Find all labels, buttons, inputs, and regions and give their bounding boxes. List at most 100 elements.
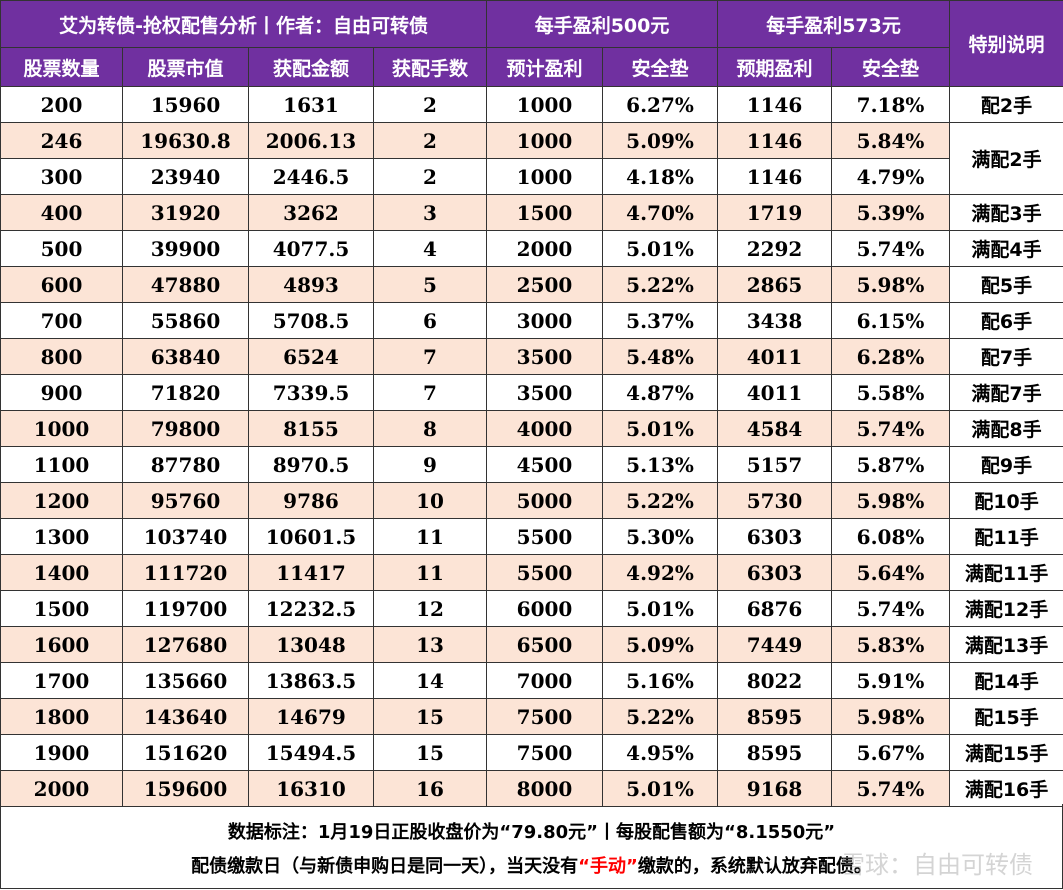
- allot-amount-cell: 14679: [248, 698, 374, 735]
- special-note-cell: 满配12手: [949, 590, 1063, 627]
- allot-amount-cell: 5708.5: [248, 302, 374, 339]
- market-value-cell: 143640: [122, 698, 249, 735]
- lots-cell: 11: [372, 554, 488, 591]
- lots-cell: 2: [372, 122, 488, 159]
- cushion-573-cell: 6.15%: [831, 302, 951, 339]
- group-header-500: 每手盈利500元: [486, 0, 719, 48]
- shares-cell: 800: [0, 338, 123, 375]
- allot-amount-cell: 2006.13: [248, 122, 374, 159]
- lots-cell: 2: [372, 86, 488, 123]
- market-value-cell: 39900: [122, 230, 249, 267]
- table-row: 600 47880 4893 5 2500 5.22% 2865 5.98% 配5手: [0, 266, 1063, 303]
- profit-500-cell: 6000: [486, 590, 604, 627]
- special-note-cell: 配15手: [949, 698, 1063, 735]
- profit-500-cell: 4500: [486, 446, 604, 483]
- profit-573-cell: 6303: [717, 518, 833, 555]
- market-value-cell: 159600: [122, 770, 249, 807]
- profit-573-cell: 1146: [717, 122, 833, 159]
- col-header-cushion-500: 安全垫: [602, 47, 719, 87]
- col-header-market-value: 股票市值: [122, 47, 249, 87]
- special-note-cell: 配10手: [949, 482, 1063, 519]
- shares-cell: 200: [0, 86, 123, 123]
- profit-573-cell: 4011: [717, 338, 833, 375]
- table-row: 300 23940 2446.5 2 1000 4.18% 1146 4.79%: [0, 158, 1063, 195]
- table-row: 200 15960 1631 2 1000 6.27% 1146 7.18% 配2手: [0, 86, 1063, 123]
- special-note-cell: 满配7手: [949, 374, 1063, 411]
- allot-amount-cell: 8970.5: [248, 446, 374, 483]
- allot-amount-cell: 1631: [248, 86, 374, 123]
- allot-amount-cell: 16310: [248, 770, 374, 807]
- cushion-573-cell: 5.39%: [831, 194, 951, 231]
- cushion-500-cell: 4.70%: [602, 194, 719, 231]
- profit-573-cell: 8595: [717, 698, 833, 735]
- cushion-573-cell: 5.64%: [831, 554, 951, 591]
- cushion-500-cell: 5.22%: [602, 698, 719, 735]
- cushion-573-cell: 5.74%: [831, 410, 951, 447]
- cushion-500-cell: 5.16%: [602, 662, 719, 699]
- shares-cell: 1800: [0, 698, 123, 735]
- cushion-573-cell: 5.83%: [831, 626, 951, 663]
- special-note-header: 特别说明: [949, 0, 1063, 87]
- profit-573-cell: 5730: [717, 482, 833, 519]
- cushion-500-cell: 5.22%: [602, 266, 719, 303]
- table-row: 1100 87780 8970.5 9 4500 5.13% 5157 5.87% 配9手: [0, 446, 1063, 483]
- footer-line-2-end: 缴款的，系统默认放弃配债。: [637, 856, 872, 877]
- lots-cell: 15: [372, 734, 488, 771]
- cushion-573-cell: 5.74%: [831, 590, 951, 627]
- cushion-500-cell: 4.92%: [602, 554, 719, 591]
- lots-cell: 13: [372, 626, 488, 663]
- cushion-500-cell: 5.13%: [602, 446, 719, 483]
- allot-amount-cell: 4893: [248, 266, 374, 303]
- cushion-573-cell: 6.28%: [831, 338, 951, 375]
- allot-amount-cell: 15494.5: [248, 734, 374, 771]
- shares-cell: 1200: [0, 482, 123, 519]
- profit-500-cell: 1500: [486, 194, 604, 231]
- lots-cell: 3: [372, 194, 488, 231]
- lots-cell: 11: [372, 518, 488, 555]
- cushion-573-cell: 5.98%: [831, 266, 951, 303]
- cushion-500-cell: 5.30%: [602, 518, 719, 555]
- profit-573-cell: 1146: [717, 86, 833, 123]
- profit-500-cell: 3500: [486, 338, 604, 375]
- col-header-profit-573: 预期盈利: [717, 47, 833, 87]
- cushion-500-cell: 5.01%: [602, 770, 719, 807]
- footer-notes: 数据标注：1月19日正股收盘价为“79.80元”丨每股配售额为“8.1550元”…: [0, 804, 1063, 889]
- shares-cell: 1600: [0, 626, 123, 663]
- special-note-cell: 配7手: [949, 338, 1063, 375]
- profit-573-cell: 7449: [717, 626, 833, 663]
- profit-573-cell: 4011: [717, 374, 833, 411]
- cushion-573-cell: 5.74%: [831, 770, 951, 807]
- profit-500-cell: 2500: [486, 266, 604, 303]
- special-note-cell: 配9手: [949, 446, 1063, 483]
- cushion-500-cell: 5.01%: [602, 410, 719, 447]
- table-row: 1500 119700 12232.5 12 6000 5.01% 6876 5.74% 满配1…: [0, 590, 1063, 627]
- cushion-500-cell: 5.01%: [602, 590, 719, 627]
- table-row: 1900 151620 15494.5 15 7500 4.95% 8595 5.67% 满配1…: [0, 734, 1063, 771]
- market-value-cell: 95760: [122, 482, 249, 519]
- cushion-573-cell: 6.08%: [831, 518, 951, 555]
- profit-500-cell: 5000: [486, 482, 604, 519]
- profit-500-cell: 3500: [486, 374, 604, 411]
- shares-cell: 1100: [0, 446, 123, 483]
- shares-cell: 2000: [0, 770, 123, 807]
- allot-amount-cell: 13863.5: [248, 662, 374, 699]
- profit-500-cell: 1000: [486, 158, 604, 195]
- market-value-cell: 119700: [122, 590, 249, 627]
- profit-573-cell: 9168: [717, 770, 833, 807]
- shares-cell: 1900: [0, 734, 123, 771]
- table-row: 1700 135660 13863.5 14 7000 5.16% 8022 5.91% 配14…: [0, 662, 1063, 699]
- special-note-cell: 配2手: [949, 86, 1063, 123]
- special-note-cell: 满配11手: [949, 554, 1063, 591]
- profit-500-cell: 4000: [486, 410, 604, 447]
- cushion-500-cell: 5.09%: [602, 626, 719, 663]
- profit-500-cell: 6500: [486, 626, 604, 663]
- cushion-573-cell: 4.79%: [831, 158, 951, 195]
- special-note-cell: 满配4手: [949, 230, 1063, 267]
- shares-cell: 500: [0, 230, 123, 267]
- footer-highlight: “手动”: [578, 856, 638, 877]
- table-row: 1400 111720 11417 11 5500 4.92% 6303 5.64% 满配11手: [0, 554, 1063, 591]
- table-row: 1200 95760 9786 10 5000 5.22% 5730 5.98% 配10手: [0, 482, 1063, 519]
- shares-cell: 1000: [0, 410, 123, 447]
- table-row: 500 39900 4077.5 4 2000 5.01% 2292 5.74% 满配4手: [0, 230, 1063, 267]
- allot-amount-cell: 6524: [248, 338, 374, 375]
